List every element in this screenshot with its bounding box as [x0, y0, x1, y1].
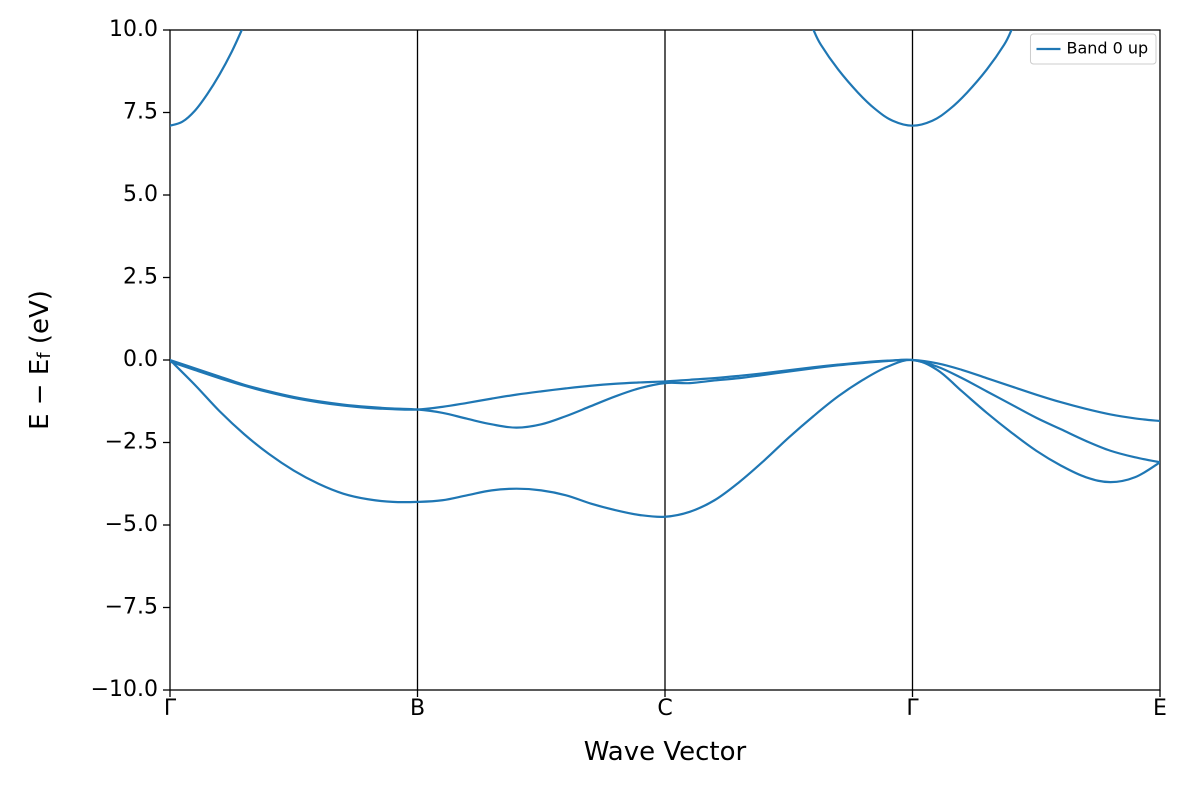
x-tick-label: C	[657, 696, 672, 721]
y-tick-label: −2.5	[105, 430, 158, 455]
x-tick-label: B	[410, 696, 425, 721]
x-axis-label: Wave Vector	[584, 737, 747, 767]
legend-label: Band 0 up	[1066, 39, 1148, 58]
x-tick-label: E	[1153, 696, 1167, 721]
y-tick-label: −10.0	[91, 677, 158, 702]
y-tick-label: 10.0	[109, 17, 158, 42]
svg-text:E − Ef (eV): E − Ef (eV)	[25, 290, 55, 430]
band-structure-chart: −10.0 −7.5 −5.0 −2.5 0.0 2.5 5.0 7.5 10.0 Γ B C Γ E E …	[0, 0, 1190, 789]
x-tick-label: Γ	[906, 696, 919, 721]
y-tick-label: −5.0	[105, 512, 158, 537]
y-tick-label: 2.5	[123, 265, 158, 290]
y-tick-label: 7.5	[123, 100, 158, 125]
y-tick-label: 5.0	[123, 182, 158, 207]
y-axis-label: E − Ef (eV)	[25, 290, 55, 430]
y-tick-label: −7.5	[105, 595, 158, 620]
x-tick-label: Γ	[164, 696, 177, 721]
chart-svg: −10.0 −7.5 −5.0 −2.5 0.0 2.5 5.0 7.5 10.0 Γ B C Γ E E …	[0, 0, 1190, 789]
y-tick-label: 0.0	[123, 347, 158, 372]
chart-background	[0, 0, 1190, 789]
